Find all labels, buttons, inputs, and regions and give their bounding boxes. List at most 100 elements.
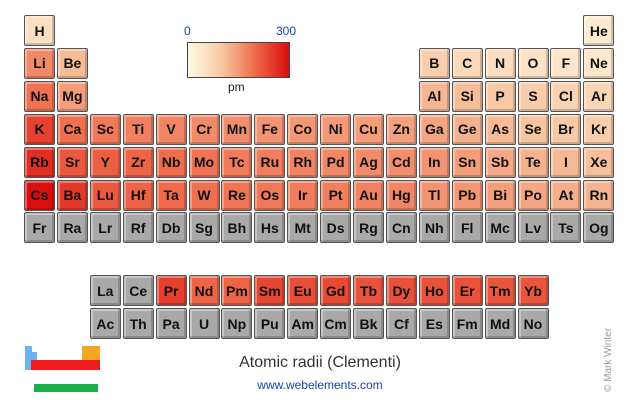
- element-cell-pu: Pu: [254, 308, 286, 339]
- element-cell-co: Co: [287, 113, 319, 145]
- element-cell-k: K: [24, 113, 55, 145]
- element-cell-tc: Tc: [221, 146, 253, 178]
- element-cell-np: Np: [221, 308, 253, 339]
- element-cell-os: Os: [254, 179, 286, 211]
- element-cell-ti: Ti: [122, 113, 154, 145]
- element-cell-sb: Sb: [484, 146, 516, 178]
- element-cell-lu: Lu: [89, 179, 121, 211]
- element-cell-te: Te: [517, 146, 549, 178]
- element-cell-ts: Ts: [550, 212, 582, 244]
- element-cell-bk: Bk: [353, 308, 384, 339]
- element-cell-ac: Ac: [89, 308, 121, 339]
- element-cell-fe: Fe: [254, 113, 286, 145]
- element-cell-rb: Rb: [24, 146, 55, 178]
- element-cell-md: Md: [484, 308, 516, 339]
- chart-title: Atomic radii (Clementi): [239, 354, 401, 371]
- element-cell-s: S: [517, 80, 549, 112]
- element-cell-ne: Ne: [583, 47, 615, 79]
- element-cell-ra: Ra: [56, 212, 88, 244]
- element-cell-h: H: [24, 15, 55, 46]
- element-cell-am: Am: [287, 308, 319, 339]
- source-link[interactable]: www.webelements.com: [257, 378, 383, 392]
- element-cell-cd: Cd: [385, 146, 417, 178]
- element-cell-cs: Cs: [24, 179, 55, 211]
- element-cell-pt: Pt: [320, 179, 352, 211]
- element-cell-sg: Sg: [188, 212, 220, 244]
- element-cell-sn: Sn: [451, 146, 483, 178]
- element-cell-pd: Pd: [320, 146, 352, 178]
- scale-max-label: 300: [276, 24, 297, 38]
- element-cell-lv: Lv: [517, 212, 549, 244]
- element-cell-ds: Ds: [320, 212, 352, 244]
- element-cell-es: Es: [418, 308, 450, 339]
- element-cell-la: La: [89, 275, 121, 306]
- element-cell-db: Db: [155, 212, 187, 244]
- element-cell-mg: Mg: [56, 80, 88, 112]
- element-cell-b: B: [418, 47, 450, 79]
- element-cell-hs: Hs: [254, 212, 286, 244]
- element-cell-n: N: [484, 47, 516, 79]
- element-cell-og: Og: [583, 212, 615, 244]
- element-cell-ir: Ir: [287, 179, 319, 211]
- element-cell-mo: Mo: [188, 146, 220, 178]
- element-cell-as: As: [484, 113, 516, 145]
- element-cell-dy: Dy: [385, 275, 417, 306]
- element-cell-fr: Fr: [24, 212, 55, 244]
- element-cell-nd: Nd: [188, 275, 220, 306]
- element-cell-eu: Eu: [287, 275, 319, 306]
- element-cell-mn: Mn: [221, 113, 253, 145]
- element-cell-mc: Mc: [484, 212, 516, 244]
- element-cell-sc: Sc: [89, 113, 121, 145]
- element-cell-hg: Hg: [385, 179, 417, 211]
- element-cell-he: He: [583, 15, 615, 46]
- copyright-notice: © Mark Winter: [603, 327, 614, 392]
- webelements-logo: [22, 346, 112, 398]
- element-cell-u: U: [188, 308, 220, 339]
- element-cell-re: Re: [221, 179, 253, 211]
- element-cell-ag: Ag: [353, 146, 384, 178]
- element-cell-li: Li: [24, 47, 55, 79]
- element-cell-lr: Lr: [89, 212, 121, 244]
- element-cell-bi: Bi: [484, 179, 516, 211]
- element-cell-pa: Pa: [155, 308, 187, 339]
- element-cell-w: W: [188, 179, 220, 211]
- element-cell-bh: Bh: [221, 212, 253, 244]
- element-cell-na: Na: [24, 80, 55, 112]
- element-cell-ho: Ho: [418, 275, 450, 306]
- scale-min-label: 0: [184, 24, 191, 38]
- element-cell-o: O: [517, 47, 549, 79]
- element-cell-ru: Ru: [254, 146, 286, 178]
- element-cell-fm: Fm: [451, 308, 483, 339]
- element-cell-f: F: [550, 47, 582, 79]
- element-cell-ge: Ge: [451, 113, 483, 145]
- element-cell-er: Er: [451, 275, 483, 306]
- element-cell-ba: Ba: [56, 179, 88, 211]
- element-cell-nb: Nb: [155, 146, 187, 178]
- element-cell-si: Si: [451, 80, 483, 112]
- element-cell-tm: Tm: [484, 275, 516, 306]
- element-cell-fl: Fl: [451, 212, 483, 244]
- element-cell-be: Be: [56, 47, 88, 79]
- element-cell-rg: Rg: [353, 212, 384, 244]
- element-cell-mt: Mt: [287, 212, 319, 244]
- element-cell-kr: Kr: [583, 113, 615, 145]
- element-cell-nh: Nh: [418, 212, 450, 244]
- element-cell-ni: Ni: [320, 113, 352, 145]
- element-cell-cm: Cm: [320, 308, 352, 339]
- element-cell-c: C: [451, 47, 483, 79]
- element-cell-rh: Rh: [287, 146, 319, 178]
- scale-unit-label: pm: [228, 80, 245, 94]
- element-cell-po: Po: [517, 179, 549, 211]
- element-cell-at: At: [550, 179, 582, 211]
- element-cell-ga: Ga: [418, 113, 450, 145]
- element-cell-pr: Pr: [155, 275, 187, 306]
- element-cell-yb: Yb: [517, 275, 549, 306]
- element-cell-pb: Pb: [451, 179, 483, 211]
- element-cell-ta: Ta: [155, 179, 187, 211]
- element-cell-cf: Cf: [385, 308, 417, 339]
- element-cell-in: In: [418, 146, 450, 178]
- element-cell-sr: Sr: [56, 146, 88, 178]
- element-cell-tl: Tl: [418, 179, 450, 211]
- element-cell-br: Br: [550, 113, 582, 145]
